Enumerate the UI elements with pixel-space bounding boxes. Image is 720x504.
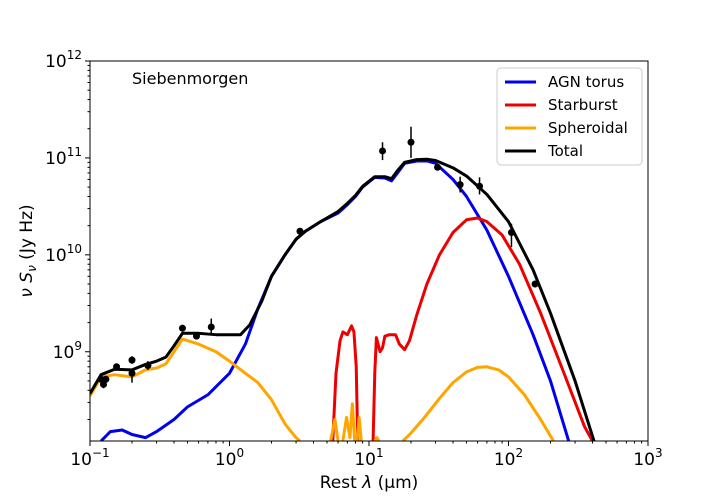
legend-frame <box>496 67 643 166</box>
y-tick-label: 1012 <box>45 48 82 72</box>
legend-label-spheroidal: Spheroidal <box>548 119 628 137</box>
data-point <box>507 229 515 237</box>
data-point <box>407 138 415 146</box>
x-tick-label: 100 <box>215 446 244 470</box>
legend: AGN torus Starburst Spheroidal Total <box>496 67 643 166</box>
x-axis-label: Rest λ (μm) <box>320 473 419 493</box>
data-point <box>192 332 200 340</box>
data-point <box>531 280 539 288</box>
data-point <box>434 163 442 171</box>
data-point <box>144 362 152 370</box>
data-point <box>379 147 387 155</box>
x-tick-label: 102 <box>494 446 523 470</box>
x-tick-label: 101 <box>354 446 383 470</box>
data-point <box>113 363 121 371</box>
data-point <box>476 182 484 190</box>
series-line-total <box>90 157 596 441</box>
data-point <box>128 356 136 364</box>
legend-label-agn-torus: AGN torus <box>548 73 624 91</box>
series-line-spheroidal <box>90 337 555 441</box>
data-point <box>207 323 215 331</box>
y-tick-label: 1010 <box>45 242 82 266</box>
series-line-starburst <box>331 216 594 441</box>
legend-label-total: Total <box>547 142 583 160</box>
annotation-label: Siebenmorgen <box>132 69 248 88</box>
legend-label-starburst: Starburst <box>548 96 618 114</box>
x-tick-label: 10−1 <box>70 446 109 470</box>
data-point <box>456 181 464 189</box>
data-point <box>178 324 186 332</box>
y-tick-label: 109 <box>53 339 82 363</box>
y-tick-label: 1011 <box>45 145 82 169</box>
data-point <box>296 227 304 235</box>
x-tick-label: 103 <box>633 446 662 470</box>
y-axis-label: ν Sν (Jy Hz) <box>17 204 39 297</box>
data-point <box>128 369 136 377</box>
data-point <box>102 375 110 383</box>
